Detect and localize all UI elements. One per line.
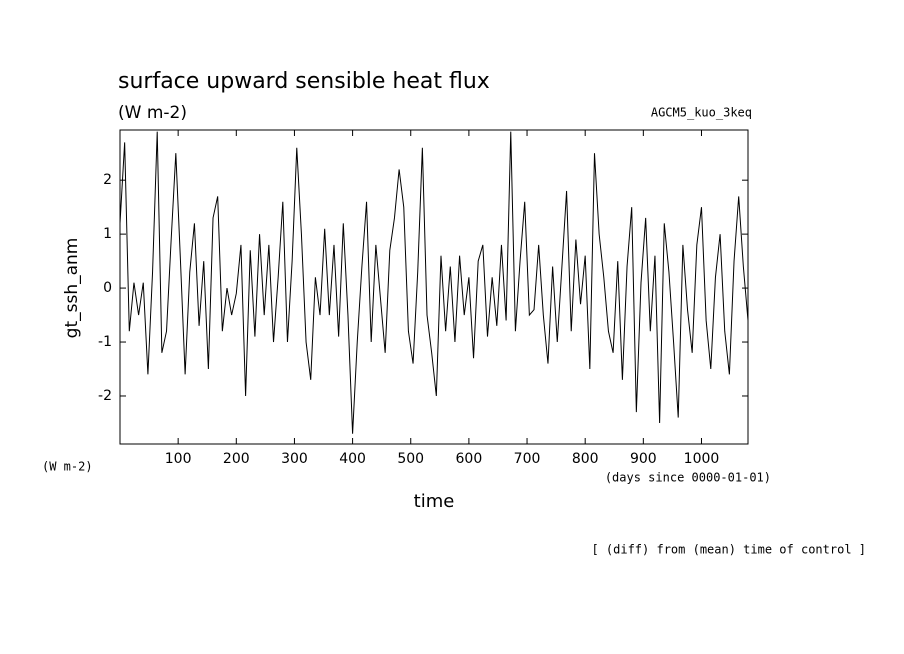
run-label: AGCM5_kuo_3keq bbox=[651, 106, 752, 120]
x-tick-label: 200 bbox=[223, 451, 250, 467]
x-axis-label: time bbox=[414, 491, 455, 512]
x-tick-label: 1000 bbox=[684, 451, 720, 467]
y-tick-label: -2 bbox=[98, 388, 112, 404]
y-axis-label: gt_ssh_anm bbox=[62, 238, 82, 339]
y-tick-label: -1 bbox=[98, 334, 112, 350]
chart-title: surface upward sensible heat flux bbox=[118, 69, 490, 94]
x-unit: (days since 0000-01-01) bbox=[605, 471, 771, 485]
x-tick-label: 300 bbox=[281, 451, 308, 467]
x-tick-label: 400 bbox=[339, 451, 366, 467]
x-tick-label: 800 bbox=[572, 451, 599, 467]
plot-frame bbox=[119, 129, 749, 445]
y-unit: (W m-2) bbox=[42, 460, 93, 474]
subtitle: (W m-2) bbox=[118, 103, 187, 123]
x-tick-label: 700 bbox=[514, 451, 541, 467]
x-tick-label: 500 bbox=[397, 451, 424, 467]
x-tick-label: 100 bbox=[165, 451, 192, 467]
y-tick-label: 1 bbox=[103, 226, 112, 242]
x-tick-label: 600 bbox=[456, 451, 483, 467]
y-tick-label: 2 bbox=[103, 172, 112, 188]
x-tick-label: 900 bbox=[630, 451, 657, 467]
y-tick-label: 0 bbox=[103, 280, 112, 296]
footnote: [ (diff) from (mean) time of control ] bbox=[591, 543, 866, 557]
data-line bbox=[120, 131, 748, 434]
